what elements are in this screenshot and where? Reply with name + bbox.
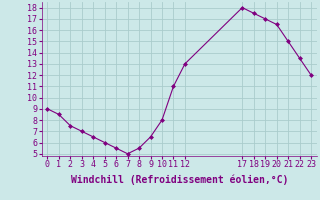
X-axis label: Windchill (Refroidissement éolien,°C): Windchill (Refroidissement éolien,°C) <box>70 175 288 185</box>
